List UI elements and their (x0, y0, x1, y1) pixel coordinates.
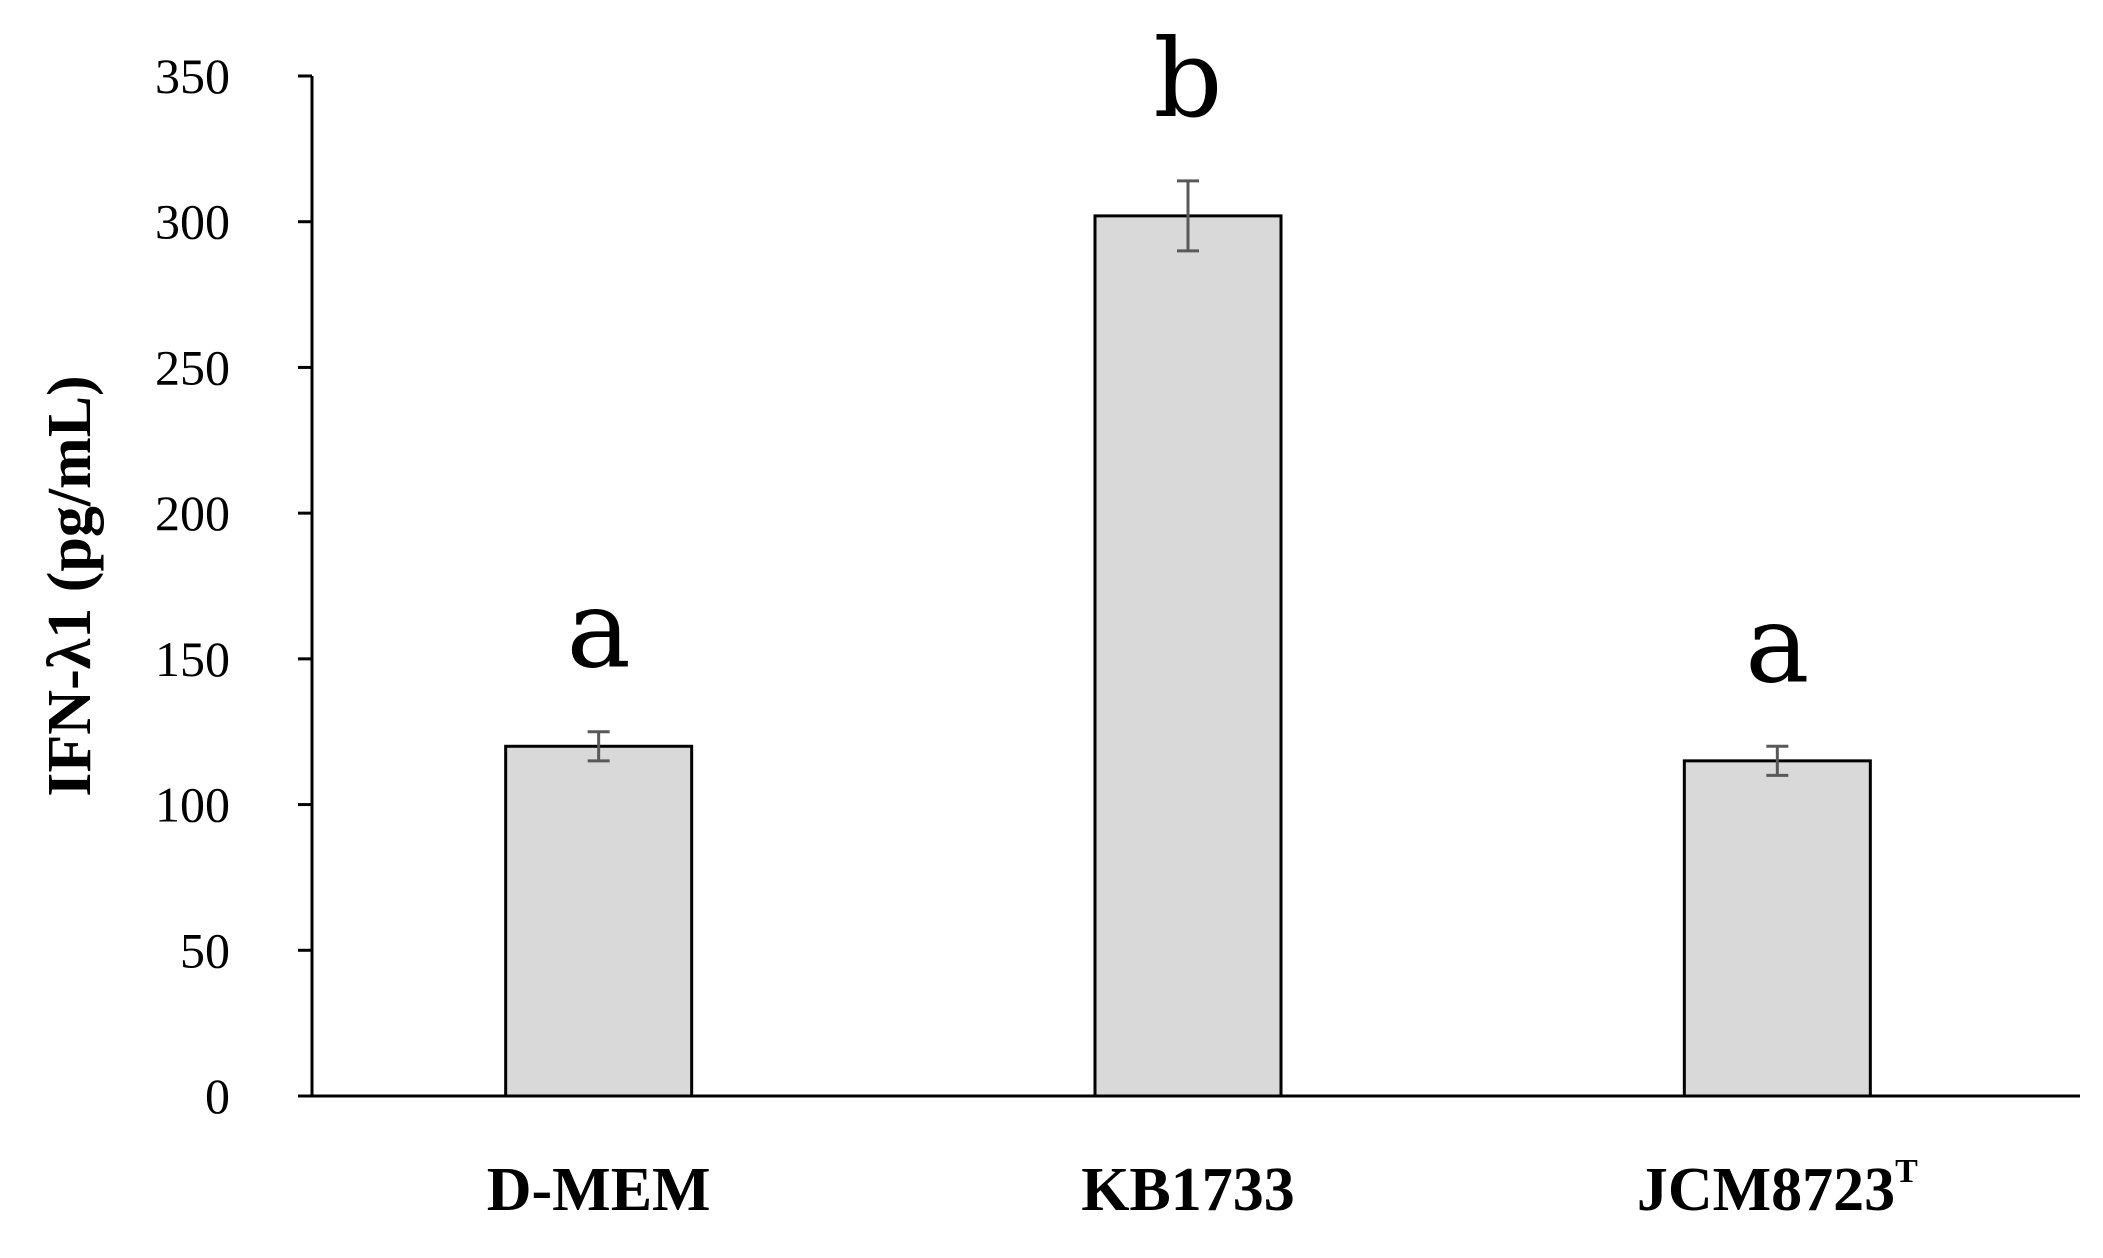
y-tick-label: 50 (180, 922, 230, 978)
y-tick-label: 100 (155, 777, 230, 833)
y-tick-label: 0 (205, 1068, 230, 1124)
significance-letter: a (1745, 582, 1809, 707)
error-bars (587, 179, 1789, 777)
y-tick-label: 150 (155, 631, 230, 687)
category-label: KB1733 (1081, 1156, 1295, 1224)
bar (504, 744, 694, 1098)
significance-letter: b (1153, 17, 1222, 142)
bar (1682, 759, 1872, 1098)
bars (504, 214, 1872, 1098)
significance-letters: a b a (566, 17, 1809, 707)
y-tick-label: 250 (155, 339, 230, 395)
significance-letter: a (566, 568, 630, 693)
y-axis-tick-labels: 0 50 100 150 200 250 300 350 (155, 48, 230, 1124)
y-tick-label: 200 (155, 485, 230, 541)
x-axis-category-labels: D-MEM KB1733 JCM8723T (487, 1153, 1918, 1224)
y-axis-ticks (298, 74, 312, 1098)
bar (1093, 214, 1283, 1098)
category-label: JCM8723T (1637, 1153, 1918, 1224)
y-tick-label: 350 (155, 48, 230, 104)
category-label: D-MEM (487, 1156, 711, 1224)
y-axis-title: IFN-λ1 (pg/mL) (36, 375, 104, 796)
y-tick-label: 300 (155, 194, 230, 250)
